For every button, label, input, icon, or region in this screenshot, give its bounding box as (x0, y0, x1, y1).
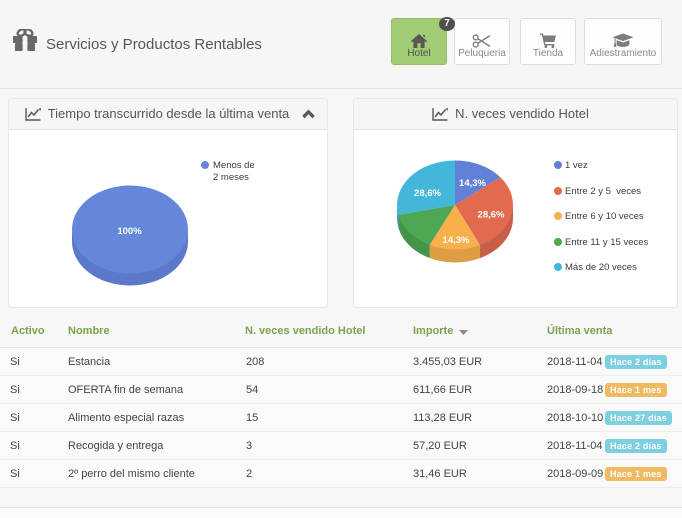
svg-text:28,6%: 28,6% (414, 188, 441, 199)
svg-text:28,6%: 28,6% (478, 209, 505, 220)
svg-text:14,3%: 14,3% (443, 235, 470, 246)
svg-text:100%: 100% (117, 226, 142, 237)
svg-text:14,3%: 14,3% (459, 178, 486, 189)
